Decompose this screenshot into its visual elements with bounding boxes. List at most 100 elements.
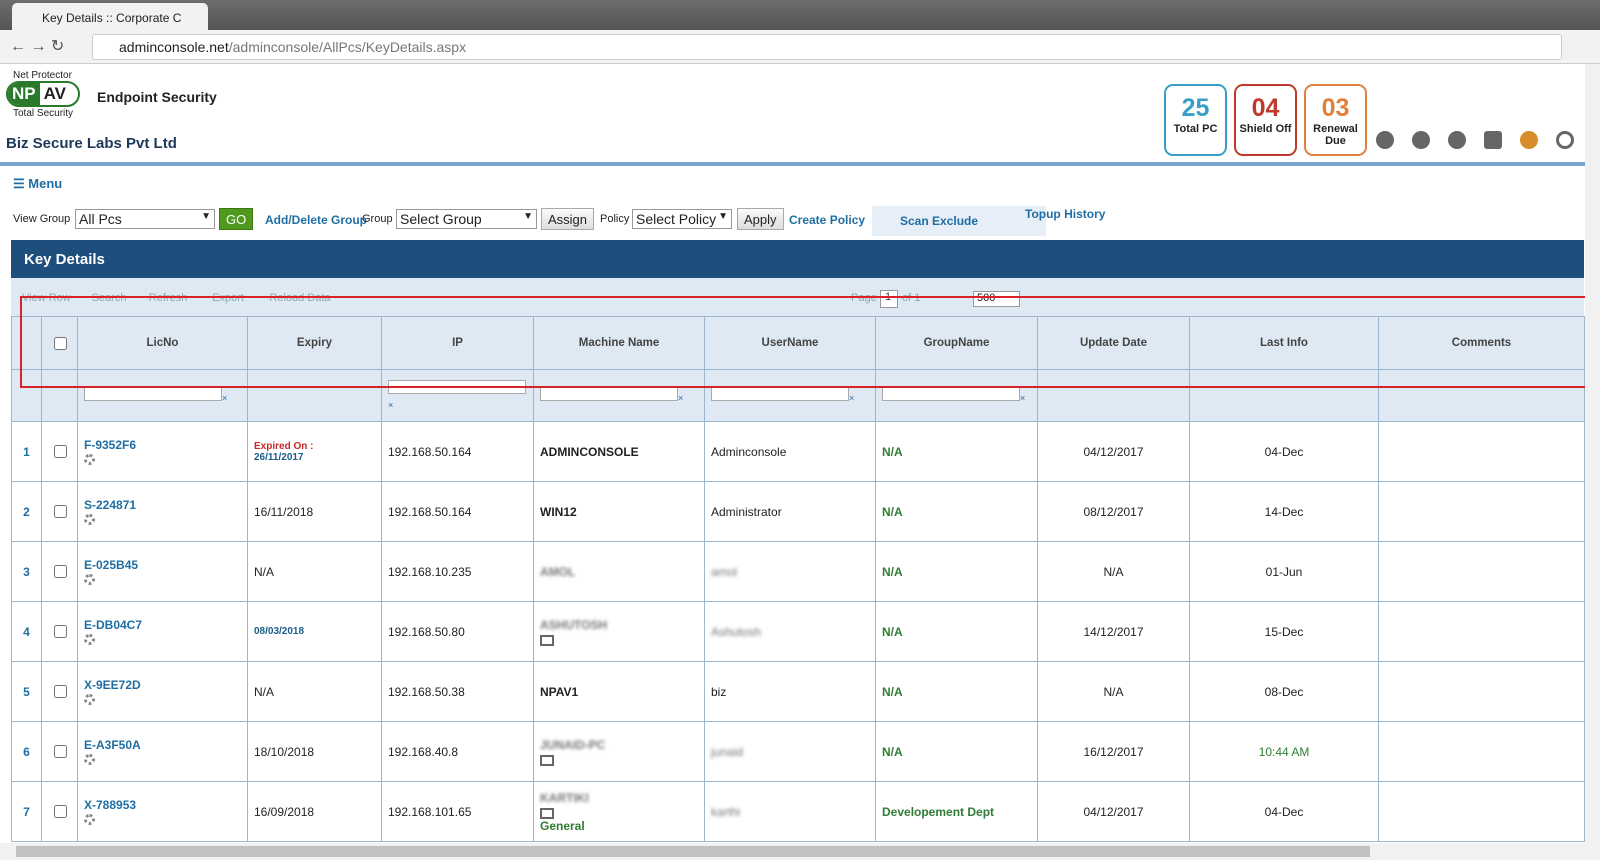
stat-value: 25 <box>1181 94 1210 122</box>
ip: 192.168.101.65 <box>381 781 534 842</box>
add-delete-group-link[interactable]: Add/Delete Group <box>265 213 368 227</box>
machine-name: WIN12 <box>540 504 577 519</box>
power-icon[interactable] <box>1556 131 1574 149</box>
group-select[interactable]: Select Group ▼ <box>396 209 537 229</box>
browser-tab[interactable]: Key Details :: Corporate C <box>12 3 208 30</box>
stat-label: Renewal Due <box>1313 123 1358 147</box>
lic-no[interactable]: E-025B45 <box>84 558 139 572</box>
filter-input[interactable] <box>711 387 849 401</box>
filter-cell: × <box>533 369 705 422</box>
apply-button[interactable]: Apply <box>737 208 784 230</box>
column-header[interactable]: GroupName <box>875 316 1038 370</box>
lic-no[interactable]: X-9EE72D <box>84 678 141 692</box>
gear-icon[interactable] <box>84 634 95 645</box>
comments <box>1378 541 1585 602</box>
expiry-cell: 08/03/2018 <box>247 601 382 662</box>
gear-icon[interactable] <box>84 454 95 465</box>
gear-icon[interactable] <box>84 574 95 585</box>
column-header[interactable]: Expiry <box>247 316 382 370</box>
scroll-thumb[interactable] <box>16 846 1370 857</box>
machine-icon[interactable] <box>540 807 554 819</box>
row-checkbox[interactable] <box>53 505 67 518</box>
pager-action[interactable]: Refresh <box>148 292 188 304</box>
nav-buttons[interactable]: ← → ↻ <box>10 38 65 55</box>
filter-clear[interactable]: × <box>222 393 228 403</box>
checkbox-cell <box>41 661 78 722</box>
pager-action[interactable]: View Row <box>22 292 71 304</box>
filter-input[interactable] <box>84 387 222 401</box>
lic-no[interactable]: S-224871 <box>84 498 137 512</box>
filter-input[interactable] <box>540 387 678 401</box>
row-checkbox[interactable] <box>53 445 67 458</box>
lock-icon[interactable] <box>1484 131 1502 149</box>
filter-clear[interactable]: × <box>1020 393 1026 403</box>
row-checkbox[interactable] <box>53 565 67 578</box>
gear-icon[interactable] <box>84 754 95 765</box>
page-size-select[interactable]: 500 <box>973 291 1020 307</box>
column-header[interactable]: LicNo <box>77 316 248 370</box>
tab-bar: Key Details :: Corporate C <box>0 0 1600 30</box>
filter-cell: × <box>875 369 1038 422</box>
pager-action[interactable]: Search <box>91 292 127 304</box>
checkbox-cell <box>41 421 78 482</box>
panel-title: Key Details <box>11 240 1584 278</box>
data-row: 7 X-788953 16/09/2018 192.168.101.65 KARTIKI… <box>11 781 1585 842</box>
lic-no[interactable]: E-DB04C7 <box>84 618 143 632</box>
stat-card[interactable]: 03 Renewal Due <box>1304 84 1367 156</box>
machine-icon[interactable] <box>540 634 554 646</box>
column-header[interactable]: Machine Name <box>533 316 705 370</box>
support-icon[interactable] <box>1520 131 1538 149</box>
filter-clear[interactable]: × <box>388 400 394 410</box>
lic-cell: F-9352F6 <box>77 421 248 482</box>
go-button[interactable]: GO <box>219 208 254 230</box>
policy-select[interactable]: Select Policy ▼ <box>632 209 732 229</box>
machine-icon[interactable] <box>540 754 554 766</box>
menu[interactable]: ☰ Menu <box>13 176 63 191</box>
filter-input[interactable] <box>882 387 1020 401</box>
filter-clear[interactable]: × <box>678 393 684 403</box>
topup-history-link[interactable]: Topup History <box>1025 207 1106 221</box>
lic-no[interactable]: F-9352F6 <box>84 438 137 452</box>
group-name: Developement Dept <box>875 781 1038 842</box>
pager-action[interactable]: Reload Data <box>269 292 331 304</box>
comments <box>1378 781 1585 842</box>
select-all-checkbox[interactable] <box>53 336 67 350</box>
lic-no[interactable]: X-788953 <box>84 798 137 812</box>
column-header[interactable]: UserName <box>704 316 876 370</box>
gear-icon[interactable] <box>84 694 95 705</box>
filter-clear[interactable]: × <box>849 393 855 403</box>
assign-button[interactable]: Assign <box>541 208 595 230</box>
group-name: N/A <box>875 481 1038 542</box>
data-row: 3 E-025B45 N/A 192.168.10.235 AMOL amol N/A N/A… <box>11 541 1585 602</box>
row-checkbox[interactable] <box>53 745 67 758</box>
machine-name: JUNAID-PC <box>540 737 606 752</box>
view-group-select[interactable]: All Pcs ▼ <box>75 209 215 229</box>
header-cell <box>11 316 42 370</box>
create-policy-link[interactable]: Create Policy <box>789 213 866 227</box>
ip: 192.168.40.8 <box>381 721 534 782</box>
gear-icon[interactable] <box>84 514 95 525</box>
column-header[interactable]: Last Info <box>1189 316 1379 370</box>
row-checkbox[interactable] <box>53 805 67 818</box>
gear-icon[interactable] <box>84 814 95 825</box>
row-checkbox[interactable] <box>53 685 67 698</box>
scan-exclude-button[interactable]: Scan Exclude <box>872 206 1046 236</box>
expiry: N/A <box>254 684 275 699</box>
lic-no[interactable]: E-A3F50A <box>84 738 141 752</box>
machine-name: NPAV1 <box>540 684 579 699</box>
update-date: 08/12/2017 <box>1037 481 1190 542</box>
column-header[interactable]: IP <box>381 316 534 370</box>
user-icon[interactable] <box>1376 131 1394 149</box>
key-icon[interactable] <box>1412 131 1430 149</box>
pager-action[interactable]: Export <box>212 292 244 304</box>
stat-card[interactable]: 25 Total PC <box>1164 84 1227 156</box>
stat-card[interactable]: 04 Shield Off <box>1234 84 1297 156</box>
column-header[interactable]: Update Date <box>1037 316 1190 370</box>
vertical-scrollbar[interactable] <box>1585 64 1600 860</box>
users-icon[interactable] <box>1448 131 1466 149</box>
user-cell: biz <box>704 661 876 722</box>
row-checkbox[interactable] <box>53 625 67 638</box>
lic-cell: E-DB04C7 <box>77 601 248 662</box>
url-field[interactable]: adminconsole.net/adminconsole/AllPcs/Key… <box>92 34 1562 60</box>
data-row: 6 E-A3F50A 18/10/2018 192.168.40.8 JUNAID-PC… <box>11 721 1585 782</box>
